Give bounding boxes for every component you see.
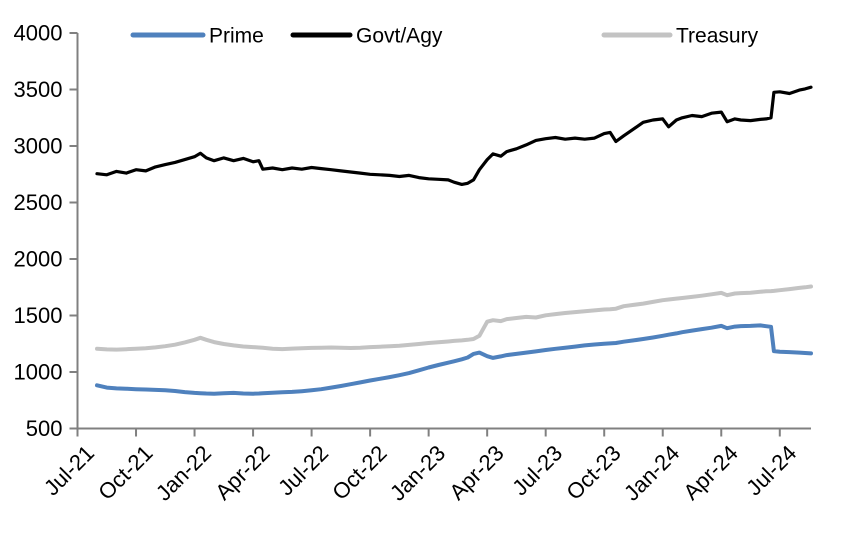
- y-axis-tick-label: 1000: [14, 360, 63, 385]
- y-axis-tick-label: 500: [26, 416, 63, 441]
- y-axis-tick-label: 3500: [14, 77, 63, 102]
- x-axis-tick-label: Jul-24: [741, 440, 801, 500]
- x-axis-tick-label: Apr-22: [210, 440, 274, 504]
- y-axis-tick-label: 1500: [14, 303, 63, 328]
- x-axis-tick-label: Jul-22: [273, 440, 333, 500]
- y-axis-tick-label: 2000: [14, 247, 63, 272]
- legend-label: Prime: [209, 25, 264, 48]
- x-axis-tick-label: Jul-21: [39, 440, 99, 500]
- series-line-treasury: [95, 284, 813, 352]
- series-line-prime: [95, 323, 813, 396]
- series-line-govt-agy: [95, 85, 813, 186]
- x-axis-tick-label: Jan-23: [385, 440, 450, 505]
- y-axis-tick-label: 4000: [14, 21, 63, 46]
- x-axis-tick-label: Apr-24: [678, 440, 742, 504]
- legend-label: Treasury: [676, 25, 759, 48]
- y-axis-tick-label: 2500: [14, 190, 63, 215]
- y-axis-tick-label: 3000: [14, 134, 63, 159]
- legend-item-govt-agy: Govt/Agy: [290, 25, 443, 48]
- legend-item-treasury: Treasury: [601, 25, 759, 48]
- x-axis-tick-label: Oct-23: [561, 440, 625, 504]
- legend-item-prime: Prime: [130, 25, 264, 48]
- x-axis-tick-label: Jan-24: [619, 440, 684, 505]
- x-axis-tick-label: Jan-22: [151, 440, 216, 505]
- x-axis-tick-label: Apr-23: [444, 440, 508, 504]
- legend-label: Govt/Agy: [356, 25, 443, 48]
- x-axis-tick-label: Oct-21: [93, 440, 157, 504]
- x-axis-tick-label: Jul-23: [507, 440, 567, 500]
- x-axis-tick-label: Oct-22: [327, 440, 391, 504]
